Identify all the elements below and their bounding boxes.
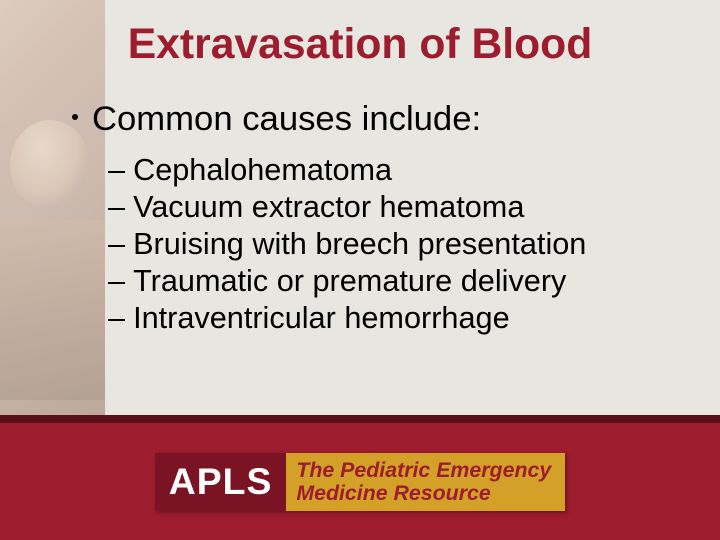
- dash-icon: –: [108, 153, 125, 188]
- sub-bullet-list: – Cephalohematoma – Vacuum extractor hem…: [108, 153, 680, 336]
- divider-band: [0, 415, 720, 423]
- slide-title: Extravasation of Blood: [0, 20, 720, 69]
- list-item: – Intraventricular hemorrhage: [108, 301, 680, 336]
- dash-icon: –: [108, 264, 125, 299]
- dash-icon: –: [108, 190, 125, 225]
- list-item: – Traumatic or premature delivery: [108, 264, 680, 299]
- logo-subtitle-line2: Medicine Resource: [296, 482, 551, 504]
- sub-item-text: Vacuum extractor hematoma: [133, 190, 524, 225]
- list-item: – Vacuum extractor hematoma: [108, 190, 680, 225]
- apls-logo: APLS The Pediatric Emergency Medicine Re…: [155, 453, 565, 511]
- sub-item-text: Cephalohematoma: [133, 153, 392, 188]
- footer-band: APLS The Pediatric Emergency Medicine Re…: [0, 423, 720, 540]
- dash-icon: –: [108, 301, 125, 336]
- list-item: – Cephalohematoma: [108, 153, 680, 188]
- sub-item-text: Traumatic or premature delivery: [133, 264, 566, 299]
- logo-subtitle-line1: The Pediatric Emergency: [296, 459, 551, 481]
- logo-acronym: APLS: [155, 453, 287, 511]
- slide: Extravasation of Blood Common causes inc…: [0, 0, 720, 540]
- sub-item-text: Bruising with breech presentation: [133, 227, 586, 262]
- slide-body: Common causes include: – Cephalohematoma…: [72, 100, 680, 338]
- logo-subtitle: The Pediatric Emergency Medicine Resourc…: [286, 453, 565, 511]
- main-bullet: Common causes include:: [72, 100, 680, 139]
- bullet-dot: [72, 114, 78, 120]
- dash-icon: –: [108, 227, 125, 262]
- list-item: – Bruising with breech presentation: [108, 227, 680, 262]
- main-bullet-text: Common causes include:: [92, 100, 481, 139]
- sub-item-text: Intraventricular hemorrhage: [133, 301, 510, 336]
